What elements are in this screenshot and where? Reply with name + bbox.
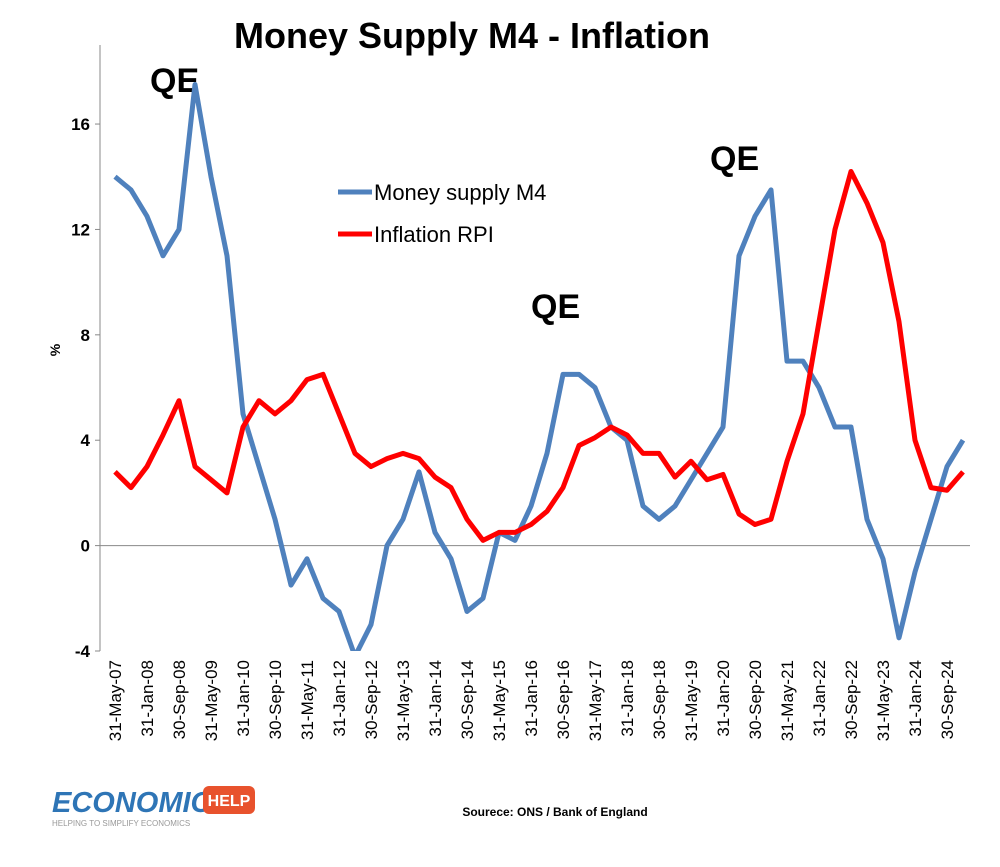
annotation: QE — [710, 140, 759, 178]
x-tick-label: 31-May-07 — [106, 660, 125, 741]
x-tick-label: 31-Jan-12 — [330, 660, 349, 737]
chart-title: Money Supply M4 - Inflation — [234, 15, 710, 56]
x-tick-label: 31-May-23 — [874, 660, 893, 741]
x-tick-label: 31-May-13 — [394, 660, 413, 741]
x-tick-label: 30-Sep-22 — [842, 660, 861, 739]
y-tick-label: 4 — [81, 431, 91, 450]
x-tick-label: 31-Jan-08 — [138, 660, 157, 737]
y-tick-label: 8 — [81, 326, 90, 345]
x-tick-label: 31-Jan-16 — [522, 660, 541, 737]
legend-label: Inflation RPI — [374, 222, 494, 247]
x-tick-label: 31-Jan-24 — [906, 660, 925, 737]
plot-area — [113, 82, 966, 651]
logo-badge: HELP — [208, 793, 251, 810]
logo: ECONOMICS HELP HELPING TO SIMPLIFY ECONO… — [52, 786, 255, 828]
y-tick-label: 16 — [71, 115, 90, 134]
x-tick-label: 31-May-19 — [682, 660, 701, 741]
x-tick-label: 30-Sep-20 — [746, 660, 765, 739]
x-tick-label: 31-May-21 — [778, 660, 797, 741]
line-series — [113, 168, 965, 543]
x-tick-label: 31-Jan-18 — [618, 660, 637, 737]
x-tick-label: 31-Jan-10 — [234, 660, 253, 737]
x-tick-label: 30-Sep-24 — [938, 660, 957, 739]
x-tick-label: 30-Sep-16 — [554, 660, 573, 739]
x-tick-label: 31-May-09 — [202, 660, 221, 741]
legend-label: Money supply M4 — [374, 180, 546, 205]
x-tick-label: 30-Sep-12 — [362, 660, 381, 739]
x-tick-label: 30-Sep-10 — [266, 660, 285, 739]
annotation: QE — [150, 62, 199, 100]
line-series — [113, 82, 966, 651]
source-note: Sourece: ONS / Bank of England — [462, 805, 647, 819]
x-tick-label: 31-May-11 — [298, 660, 317, 740]
x-tick-label: 30-Sep-14 — [458, 660, 477, 739]
x-tick-label: 31-May-15 — [490, 660, 509, 741]
x-tick-label: 31-Jan-22 — [810, 660, 829, 737]
x-tick-label: 30-Sep-08 — [170, 660, 189, 739]
y-axis-label: % — [47, 343, 63, 356]
x-tick-label: 31-Jan-20 — [714, 660, 733, 737]
annotation: QE — [531, 288, 580, 326]
y-tick-label: -4 — [75, 642, 91, 661]
x-tick-label: 31-May-17 — [586, 660, 605, 741]
x-tick-label: 31-Jan-14 — [426, 660, 445, 737]
x-tick-label: 30-Sep-18 — [650, 660, 669, 739]
logo-badge-bg — [203, 786, 255, 814]
logo-word: ECONOMICS — [52, 787, 232, 819]
logo-tagline: HELPING TO SIMPLIFY ECONOMICS — [52, 819, 190, 828]
y-tick-label: 12 — [71, 220, 90, 239]
y-tick-label: 0 — [81, 537, 90, 556]
